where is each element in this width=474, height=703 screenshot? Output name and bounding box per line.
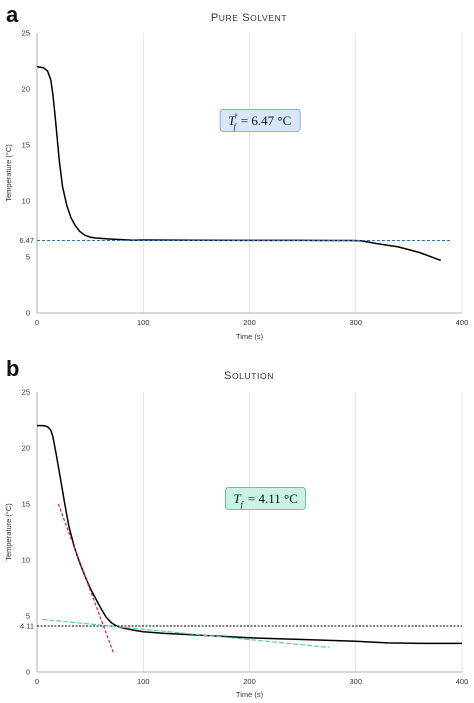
y-tick-label: 25 — [22, 388, 30, 397]
y-tick-label: 10 — [22, 197, 30, 206]
y-axis-label: Temperature (°C) — [4, 503, 13, 561]
annotation-subscript: f — [234, 122, 238, 131]
x-tick-label: 0 — [35, 677, 39, 686]
y-tick-label: 20 — [22, 444, 30, 453]
annotation-symbol: T — [233, 491, 241, 506]
tangent-line — [42, 618, 330, 648]
x-tick-label: 200 — [243, 677, 256, 686]
y-tick-label: 5 — [26, 612, 30, 621]
chart-title-b: SOLUTION — [224, 370, 274, 382]
annotation-value: = 6.47 °C — [241, 113, 291, 128]
x-tick-label: 400 — [456, 318, 469, 327]
annotation-superscript: ° — [234, 112, 237, 121]
x-tick-label: 300 — [349, 318, 362, 327]
x-axis-label: Time (s) — [236, 690, 264, 699]
y-tick-label-freezing-point: 6.47 — [19, 236, 34, 245]
x-tick-label: 300 — [349, 677, 362, 686]
y-tick-label-freezing-point: 4.11 — [20, 621, 34, 630]
x-tick-label: 0 — [35, 318, 39, 327]
chart-title-a: PURE SOLVENT — [211, 12, 287, 24]
x-tick-label: 100 — [137, 677, 150, 686]
freezing-point-annotation: Tf = 4.11 °C — [233, 491, 297, 509]
x-tick-label: 100 — [137, 318, 150, 327]
annotation-subscript: f — [241, 500, 245, 509]
y-tick-label: 0 — [26, 668, 30, 677]
y-tick-label: 15 — [22, 500, 30, 509]
y-tick-label: 0 — [26, 309, 30, 318]
annotation-symbol: T — [228, 113, 236, 128]
freezing-point-annotation-box — [219, 108, 301, 132]
panel-letter-b: b — [6, 356, 19, 381]
y-tick-label: 25 — [22, 29, 30, 38]
x-tick-label: 400 — [456, 677, 469, 686]
annotation-value: = 4.11 °C — [248, 491, 298, 506]
y-tick-label: 15 — [22, 141, 30, 150]
y-axis-label: Temperature (°C) — [4, 144, 13, 202]
chart-panel-b: b SOLUTION 0 100 200 300 400 0 5 10 15 20 25 4.11 Ti… — [4, 356, 468, 699]
y-tick-label: 10 — [22, 556, 30, 565]
freezing-point-annotation: T° f = 6.47 °C — [228, 112, 291, 131]
x-axis-label: Time (s) — [236, 332, 264, 341]
cooling-curve — [36, 65, 442, 262]
x-tick-label: 200 — [243, 318, 256, 327]
y-tick-label: 5 — [26, 253, 30, 262]
freezing-point-annotation-box — [225, 486, 306, 510]
tangent-line — [57, 503, 115, 654]
panel-letter-a: a — [6, 2, 19, 27]
cooling-curve — [37, 424, 462, 645]
y-tick-label: 20 — [22, 85, 30, 94]
chart-panel-a: a PURE SOLVENT 0 100 200 300 400 0 5 10 15 20 25 6.… — [4, 2, 468, 341]
